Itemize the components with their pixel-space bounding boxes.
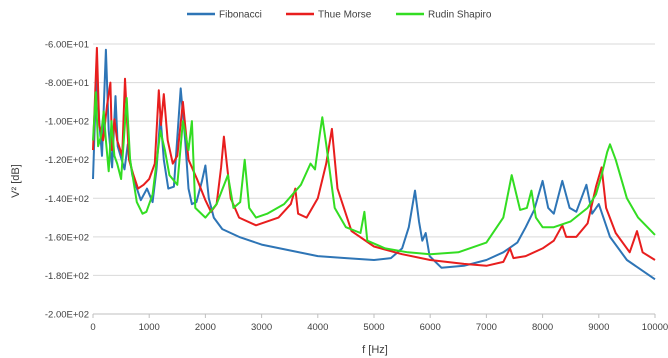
series-line-rudin-shapiro (92, 91, 656, 256)
legend-label: Fibonacci (219, 10, 262, 21)
x-tick-label: 10000 (642, 322, 668, 333)
y-tick-label: -1.80E+02 (45, 271, 89, 282)
legend-label: Rudin Shapiro (428, 10, 492, 21)
y-tick-label: -1.60E+02 (45, 232, 89, 243)
x-tick-label: 0 (90, 322, 95, 333)
y-tick-label: -2.00E+02 (45, 310, 89, 321)
y-tick-label: -1.40E+02 (45, 194, 89, 205)
y-tick-label: -1.00E+02 (45, 117, 89, 128)
x-tick-label: 1000 (139, 322, 160, 333)
legend: Fibonacci Thue Morse Rudin Shapiro (187, 10, 492, 21)
y-axis-label: V² [dB] (10, 164, 22, 198)
y-tick-label: -8.00E+01 (45, 78, 89, 89)
axes (92, 313, 656, 318)
series-line-fibonacci (92, 48, 656, 281)
series-lines (92, 46, 656, 281)
x-tick-label: 4000 (307, 322, 328, 333)
y-tick-labels: -2.00E+02 -1.80E+02 -1.60E+02 -1.40E+02 -1.2… (45, 40, 89, 321)
x-tick-labels: 0 1000 2000 3000 4000 5000 6000 7000 8000 9000 100… (90, 322, 668, 333)
y-tick-label: -1.20E+02 (45, 155, 89, 166)
x-tick-label: 3000 (251, 322, 272, 333)
y-tick-label: -6.00E+01 (45, 40, 89, 51)
x-tick-label: 2000 (195, 322, 216, 333)
series-line-thue-morse (92, 46, 656, 267)
x-tick-label: 9000 (588, 322, 609, 333)
x-tick-label: 5000 (363, 322, 384, 333)
x-tick-label: 8000 (532, 322, 553, 333)
x-tick-label: 6000 (420, 322, 441, 333)
x-axis-label: f [Hz] (362, 344, 388, 356)
legend-label: Thue Morse (318, 10, 372, 21)
x-tick-label: 7000 (476, 322, 497, 333)
